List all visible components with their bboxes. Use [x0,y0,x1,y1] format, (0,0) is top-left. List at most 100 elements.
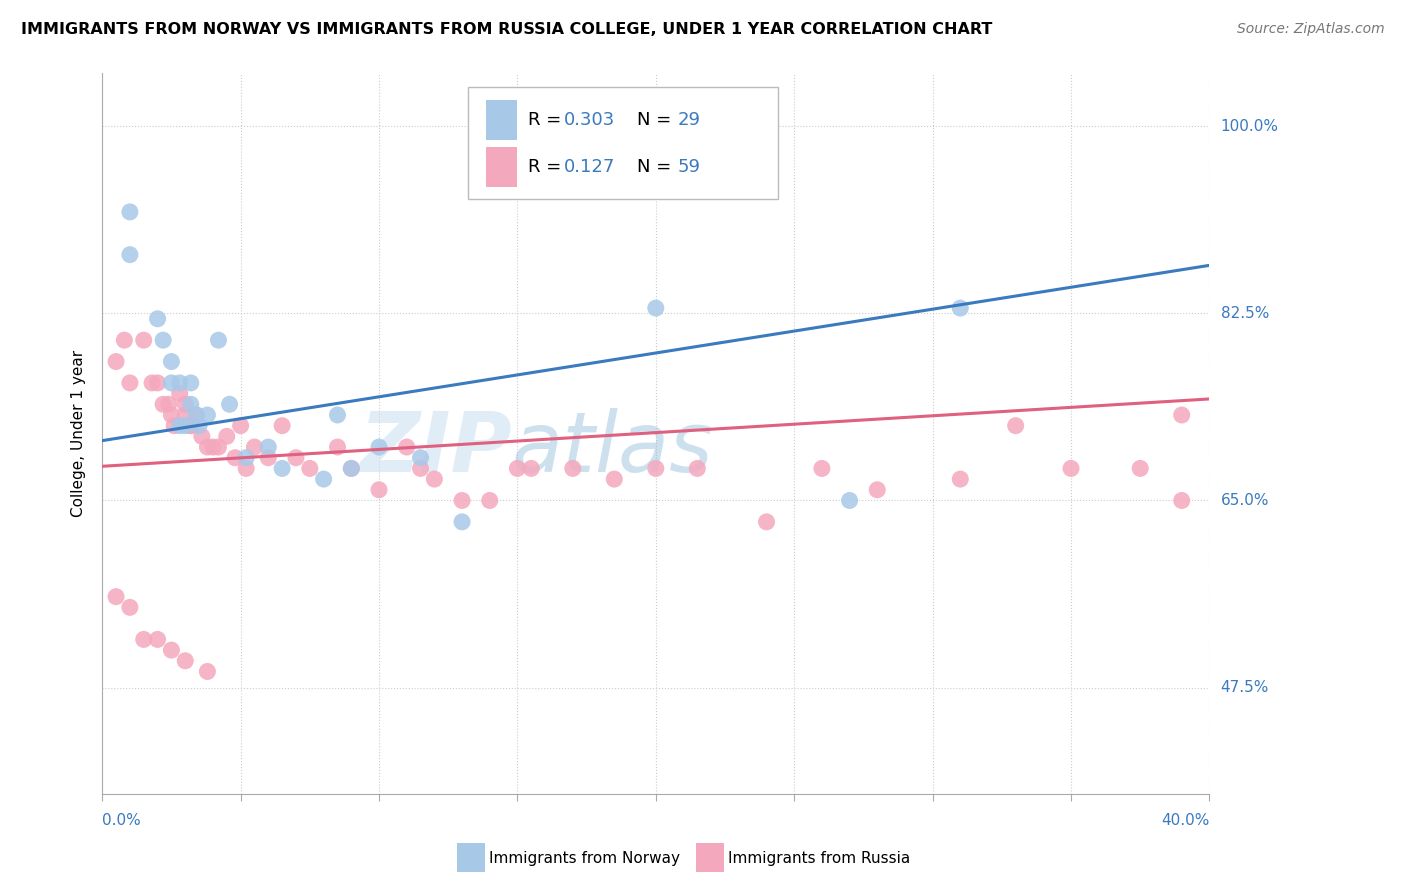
Point [152,397,174,411]
Point [160,408,183,422]
Text: 40.0%: 40.0% [1161,813,1209,828]
Point [160,643,183,657]
Point [235,461,257,475]
Point [152,333,174,347]
Point [118,600,141,615]
Point [1129,461,1152,475]
FancyBboxPatch shape [486,147,517,186]
Point [257,450,280,465]
Point [169,376,191,390]
Point [603,472,626,486]
Point [105,354,128,368]
Point [174,418,197,433]
Point [298,461,321,475]
Point [271,418,294,433]
Text: 65.0%: 65.0% [1220,493,1270,508]
Point [229,418,252,433]
Text: 47.5%: 47.5% [1220,680,1268,695]
Point [811,461,834,475]
Text: 0.303: 0.303 [564,111,616,128]
Point [644,461,666,475]
Point [644,301,666,315]
Point [112,333,135,347]
Point [326,408,349,422]
Point [326,440,349,454]
Point [174,654,197,668]
Point [561,461,583,475]
Point [186,408,208,422]
Text: Immigrants from Norway: Immigrants from Norway [489,851,681,865]
Point [423,472,446,486]
Text: N =: N = [637,158,676,176]
Point [180,418,202,433]
Text: N =: N = [637,111,676,128]
Point [163,418,186,433]
Point [132,333,155,347]
Point [191,429,214,443]
Point [755,515,778,529]
Point [141,376,163,390]
Point [197,665,219,679]
Text: 0.127: 0.127 [564,158,616,176]
Point [207,440,229,454]
Point [368,483,391,497]
Point [157,397,180,411]
Point [235,450,257,465]
Point [215,429,238,443]
FancyBboxPatch shape [486,100,517,140]
Point [186,408,208,422]
Point [866,483,889,497]
Text: Immigrants from Russia: Immigrants from Russia [728,851,911,865]
Text: 0.0%: 0.0% [103,813,141,828]
Point [180,418,202,433]
Point [118,376,141,390]
Point [1170,493,1192,508]
Point [118,248,141,262]
Point [243,440,266,454]
Point [451,493,474,508]
Point [257,440,280,454]
Point [1060,461,1083,475]
Point [838,493,860,508]
Point [180,376,202,390]
Point [118,205,141,219]
Point [1170,408,1192,422]
Point [180,397,202,411]
Point [197,440,219,454]
Point [686,461,709,475]
Point [340,461,363,475]
Text: 29: 29 [678,111,702,128]
Point [506,461,529,475]
Text: ZIP: ZIP [360,408,512,489]
Point [520,461,543,475]
Point [312,472,335,486]
Text: 59: 59 [678,158,702,176]
Point [132,632,155,647]
Point [169,386,191,401]
Text: R =: R = [529,111,568,128]
Text: IMMIGRANTS FROM NORWAY VS IMMIGRANTS FROM RUSSIA COLLEGE, UNDER 1 YEAR CORRELATI: IMMIGRANTS FROM NORWAY VS IMMIGRANTS FRO… [21,22,993,37]
Point [224,450,246,465]
Point [197,408,219,422]
Point [478,493,501,508]
Point [174,397,197,411]
Text: R =: R = [529,158,568,176]
Point [169,418,191,433]
Text: 82.5%: 82.5% [1220,306,1268,321]
Point [271,461,294,475]
Point [395,440,418,454]
FancyBboxPatch shape [468,87,778,199]
Point [160,354,183,368]
Point [146,632,169,647]
Point [409,461,432,475]
Point [949,472,972,486]
Point [949,301,972,315]
Point [146,376,169,390]
Point [451,515,474,529]
Point [368,440,391,454]
Point [201,440,224,454]
Point [146,311,169,326]
Text: atlas: atlas [512,408,713,489]
Point [285,450,308,465]
Point [340,461,363,475]
